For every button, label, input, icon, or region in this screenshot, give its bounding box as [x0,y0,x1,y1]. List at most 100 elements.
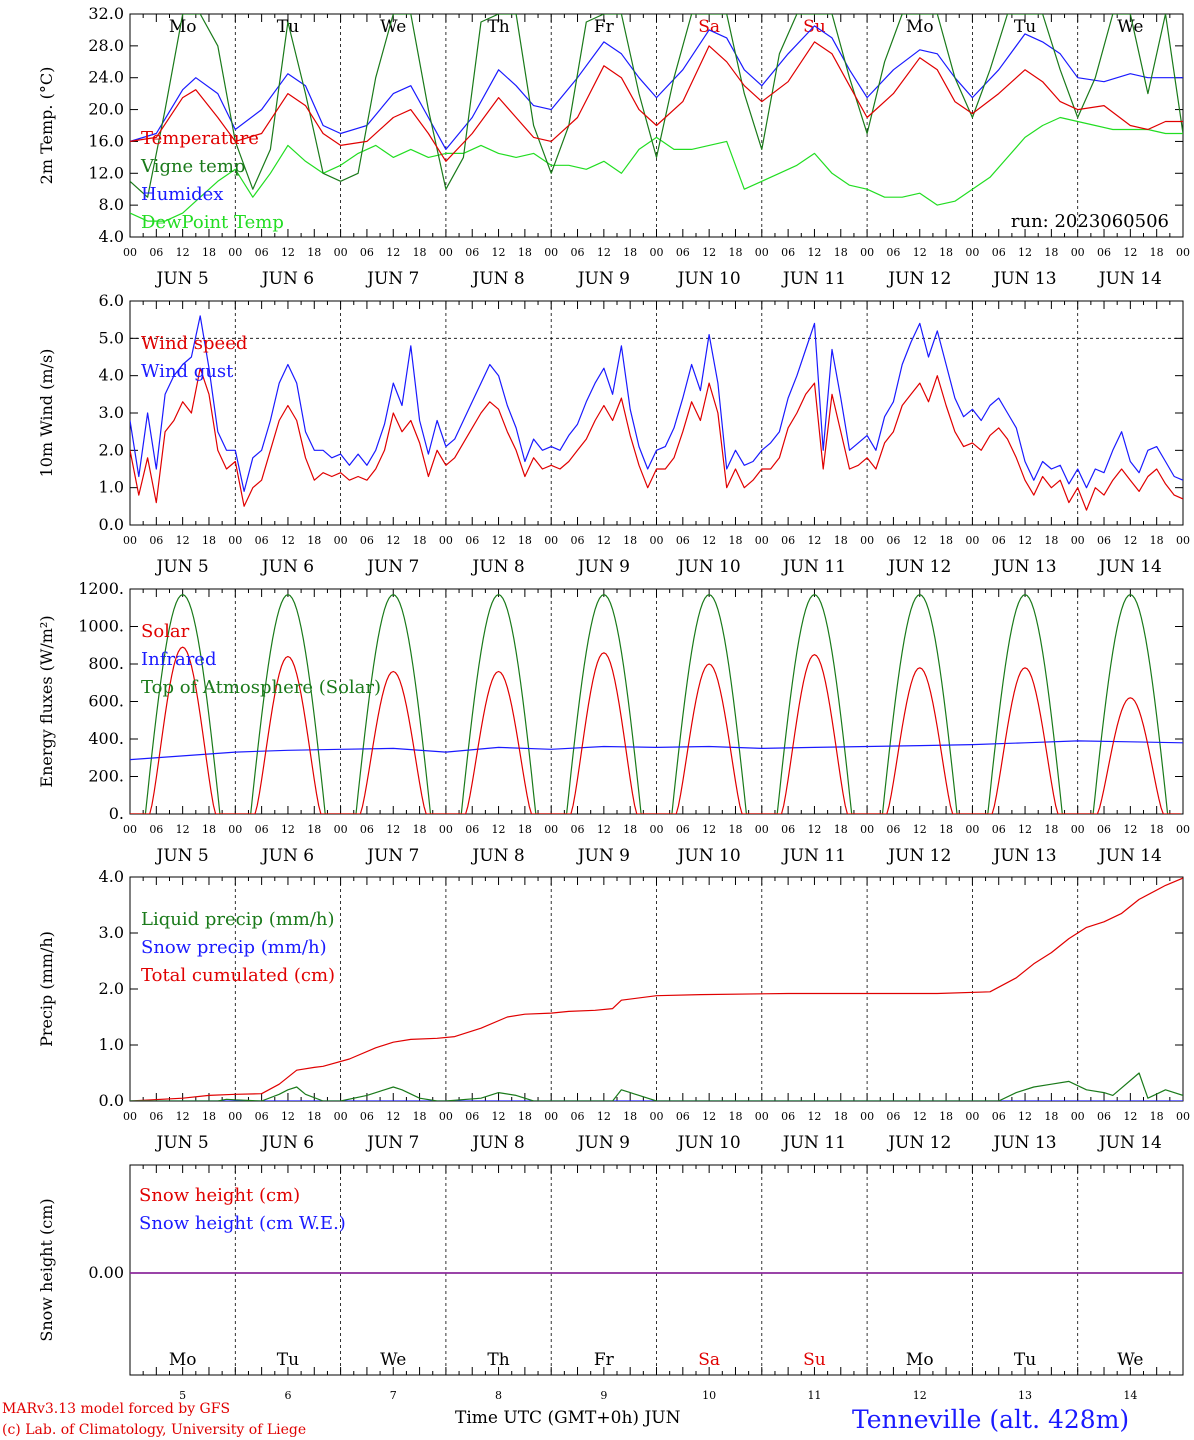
hour-tick-label: 00 [1176,1110,1190,1123]
weekday-label: Th [487,17,509,37]
hour-tick-label: 18 [307,534,321,547]
hour-tick-label: 06 [465,534,479,547]
y-tick-label: 0.00 [88,1263,124,1282]
hour-tick-label: 06 [1097,823,1111,836]
date-label: JUN 10 [676,1133,741,1153]
date-label: JUN 6 [260,1133,314,1153]
legend-entry: Liquid precip (mm/h) [141,909,335,930]
hour-tick-label: 18 [518,246,532,259]
hour-tick-label: 06 [360,534,374,547]
series-line-humidex [130,25,1183,150]
hour-tick-label: 06 [255,1110,269,1123]
y-tick-label: 0.0 [99,1091,124,1110]
hour-tick-label: 18 [728,246,742,259]
hour-tick-label: 06 [571,823,585,836]
date-label: JUN 9 [576,269,630,289]
day-number: 7 [390,1389,397,1402]
hour-tick-label: 12 [1018,246,1032,259]
hour-tick-label: 00 [965,1110,979,1123]
hour-tick-label: 00 [439,1110,453,1123]
y-tick-label: 5.0 [99,328,124,347]
hour-tick-label: 18 [307,246,321,259]
hour-tick-label: 18 [728,534,742,547]
hour-tick-label: 18 [202,823,216,836]
hour-tick-label: 00 [1176,534,1190,547]
hour-tick-label: 18 [307,1110,321,1123]
y-axis-label: Precip (mm/h) [37,931,56,1047]
hour-tick-label: 12 [1018,1110,1032,1123]
hour-tick-label: 00 [755,534,769,547]
hour-tick-label: 12 [492,246,506,259]
weekday-label: Mo [906,17,934,37]
hour-tick-label: 06 [992,823,1006,836]
date-label: JUN 7 [365,269,419,289]
hour-tick-label: 18 [202,1110,216,1123]
weekday-label: Mo [169,17,197,37]
y-tick-label: 16.0 [88,131,124,150]
hour-tick-label: 00 [439,246,453,259]
hour-tick-label: 00 [439,823,453,836]
hour-tick-label: 06 [571,246,585,259]
hour-tick-label: 00 [334,1110,348,1123]
hour-tick-label: 06 [676,1110,690,1123]
date-label: JUN 13 [992,557,1057,577]
hour-tick-label: 06 [676,534,690,547]
hour-tick-label: 06 [360,823,374,836]
y-tick-label: 1200. [78,579,124,598]
hour-tick-label: 12 [702,1110,716,1123]
run-label: run: 2023060506 [1011,211,1169,232]
date-label: JUN 10 [676,557,741,577]
hour-tick-label: 06 [571,534,585,547]
series-group [130,877,1183,1101]
hour-tick-label: 00 [123,823,137,836]
weekday-label: Tu [1014,1350,1036,1370]
weekday-label: Tu [277,17,299,37]
hour-tick-label: 06 [149,246,163,259]
series-line-dewpoint-temp [130,116,1183,222]
hour-tick-label: 18 [1150,246,1164,259]
hour-tick-label: 06 [255,534,269,547]
panel-2: 0.0 1.0 2.0 3.0 4.0 5.0 6.0 10m Wind (m/s) 00 06 1… [37,291,1190,577]
series-line-liquid-precip-mm-h [130,1072,1183,1101]
plot-frame [129,300,1184,526]
date-label: JUN 5 [155,1133,209,1153]
date-label: JUN 12 [886,1133,951,1153]
hour-tick-label: 12 [807,823,821,836]
y-tick-label: 1000. [78,617,124,636]
panel-3: 0. 200. 400. 600. 800. 1000. 1200. Energy fluxe… [37,579,1190,866]
hour-tick-label: 18 [307,823,321,836]
day-number: 10 [702,1389,716,1402]
date-label: JUN 8 [470,557,524,577]
hour-tick-label: 00 [1071,246,1085,259]
date-label: JUN 7 [365,557,419,577]
hour-tick-label: 12 [597,1110,611,1123]
series-line-solar [130,646,1181,814]
day-number: 12 [913,1389,927,1402]
hour-tick-label: 00 [334,534,348,547]
hour-tick-label: 00 [123,1110,137,1123]
date-label: JUN 7 [365,1133,419,1153]
date-label: JUN 11 [781,1133,846,1153]
hour-tick-label: 12 [1123,1110,1137,1123]
credit-line-2: (c) Lab. of Climatology, University of L… [2,1422,306,1438]
series-group [130,593,1183,814]
hour-tick-label: 18 [518,1110,532,1123]
y-axis-label: Energy fluxes (W/m²) [37,615,56,787]
hour-tick-label: 12 [281,534,295,547]
date-label: JUN 8 [470,846,524,866]
date-label: JUN 13 [992,1133,1057,1153]
day-number: 8 [495,1389,502,1402]
hour-tick-label: 18 [623,534,637,547]
hour-tick-label: 00 [1071,1110,1085,1123]
y-tick-label: 1.0 [99,1035,124,1054]
hour-tick-label: 06 [886,1110,900,1123]
plot-frame [129,588,1184,815]
date-label: JUN 10 [676,846,741,866]
day-number: 14 [1123,1389,1137,1402]
x-axis-title: Time UTC (GMT+0h) JUN [455,1408,681,1428]
hour-tick-label: 00 [544,1110,558,1123]
hour-tick-label: 12 [281,823,295,836]
date-label: JUN 9 [576,557,630,577]
hour-tick-label: 06 [676,823,690,836]
